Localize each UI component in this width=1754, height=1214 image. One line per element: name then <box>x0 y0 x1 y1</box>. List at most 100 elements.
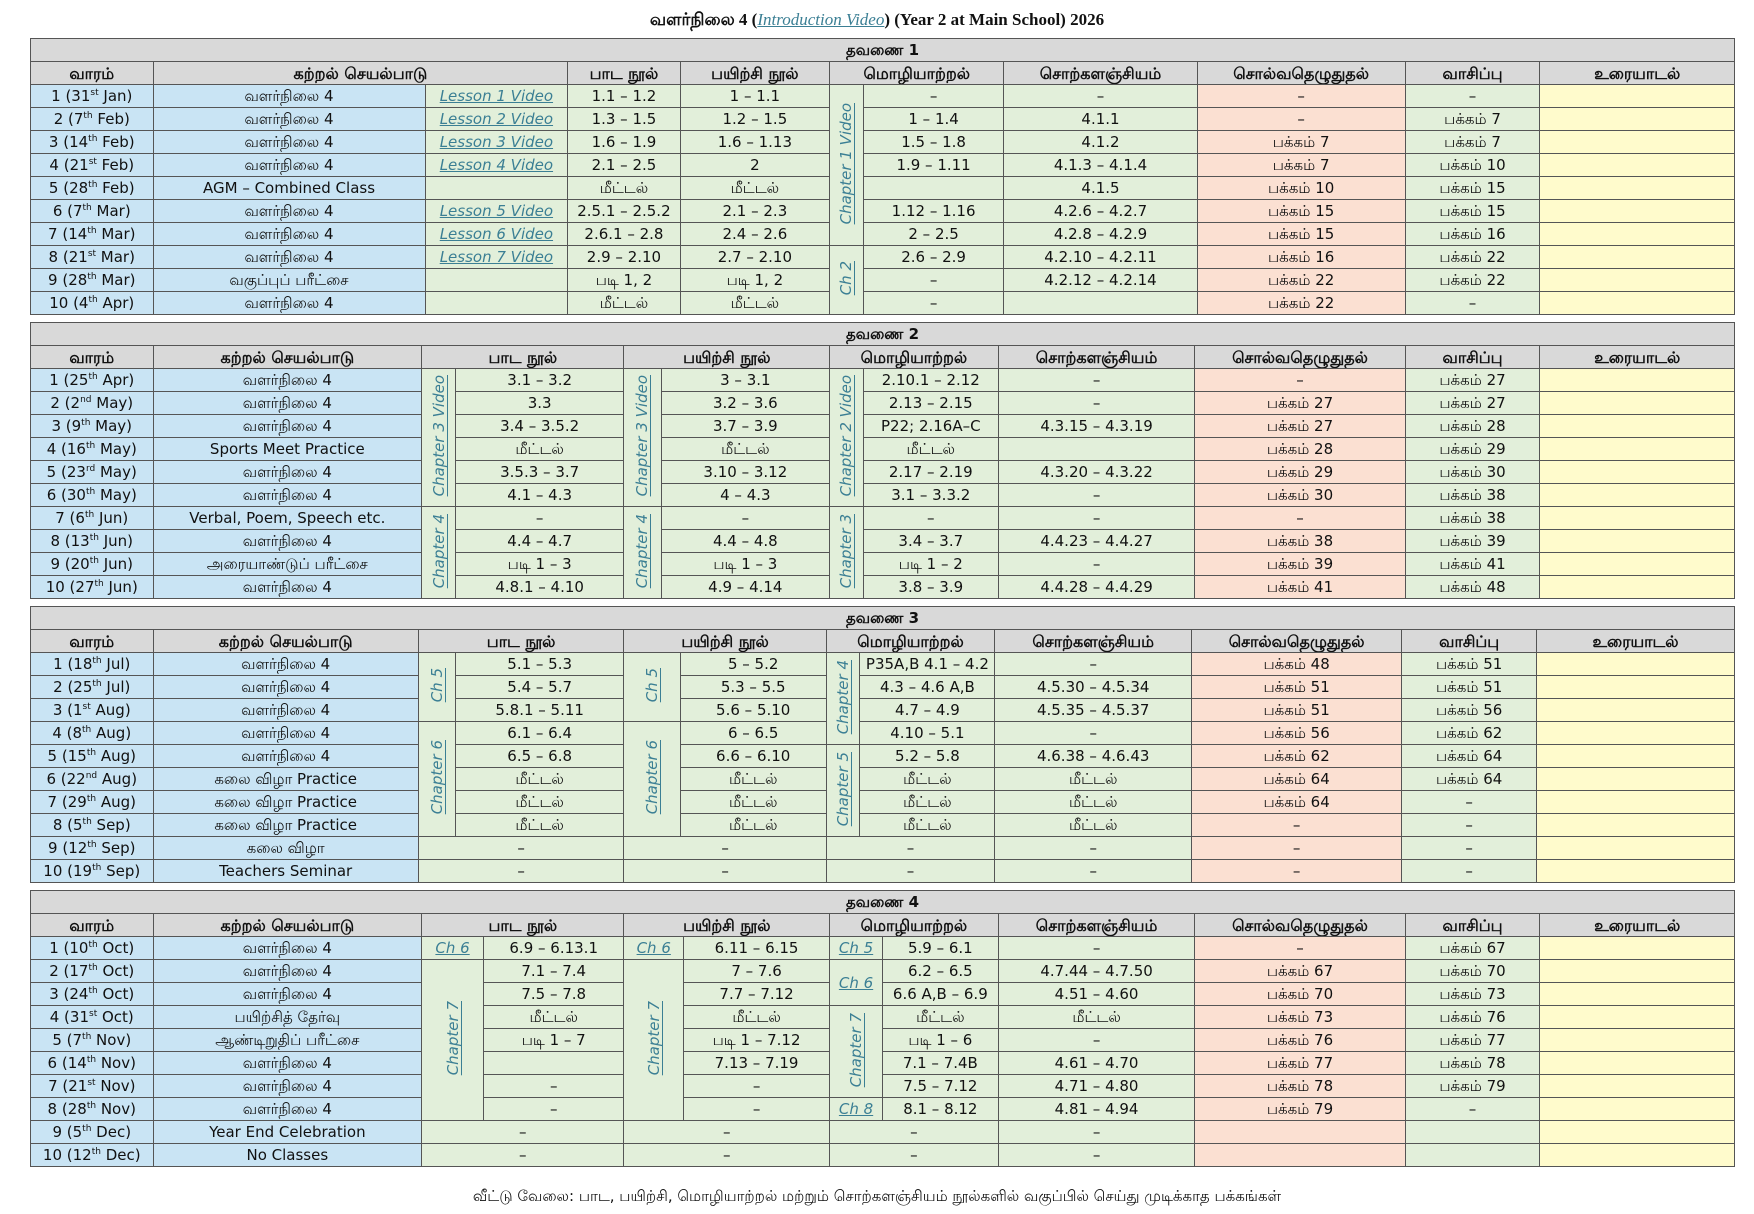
cell: 7 (6th Jun) <box>30 506 154 530</box>
cell: 9 (5th Dec) <box>30 1120 154 1144</box>
column-header: மொழியாற்றல் <box>825 629 996 653</box>
chapter-video-link[interactable]: Chapter 6 <box>427 740 446 815</box>
cell: 8 (28th Nov) <box>30 1097 154 1121</box>
cell <box>1404 1120 1541 1144</box>
lesson-video-link[interactable]: Lesson 4 Video <box>439 155 554 174</box>
cell: 4.2.6 – 4.2.7 <box>1003 199 1198 223</box>
chapter-video-link[interactable]: Ch 6 <box>838 973 874 992</box>
cell: 1.1 – 1.2 <box>567 84 681 108</box>
cell: வளர்நிலை 4 <box>152 153 426 177</box>
chapter-video-link[interactable]: Chapter 3 <box>837 513 856 589</box>
cell: மீட்டல் <box>859 790 996 814</box>
cell: மீட்டல் <box>997 1005 1196 1029</box>
cell: 10 (27th Jun) <box>30 575 154 599</box>
cell: வளர்நிலை 4 <box>152 936 423 960</box>
cell: 1.5 – 1.8 <box>862 130 1005 154</box>
cell: பக்கம் 56 <box>1401 698 1538 722</box>
cell: – <box>683 1074 831 1098</box>
cell: மீட்டல் <box>679 767 827 791</box>
cell: வளர்நிலை 4 <box>152 1051 423 1075</box>
chapter-video-link[interactable]: Chapter 1 Video <box>837 102 856 225</box>
chapter-cell: Chapter 4 <box>623 506 662 599</box>
chapter-video-link[interactable]: Chapter 7 <box>644 1001 663 1076</box>
chapter-cell: Chapter 4 <box>825 652 861 745</box>
cell: – <box>623 1120 831 1144</box>
header-row: வாரம் கற்றல் செயல்பாடு பாட நூல் பயிற்சி நூல… <box>30 629 1735 653</box>
column-header: சொற்களஞ்சியம் <box>997 913 1196 937</box>
lesson-video-link[interactable]: Lesson 6 Video <box>439 224 554 243</box>
cell: – <box>829 1120 999 1144</box>
cell: பக்கம் 48 <box>1191 652 1403 676</box>
lesson-video-link[interactable]: Lesson 3 Video <box>439 132 554 151</box>
lesson-video-cell <box>424 176 569 200</box>
cell: பக்கம் 64 <box>1191 767 1403 791</box>
cell: பக்கம் 67 <box>1194 959 1406 983</box>
title: வளர்நிலை 4 (Introduction Video) (Year 2 … <box>0 10 1754 32</box>
cell: 3 (24th Oct) <box>30 982 154 1006</box>
cell: 5 (28th Feb) <box>30 176 154 200</box>
cell: – <box>1194 368 1406 392</box>
column-header: சொற்களஞ்சியம் <box>994 629 1193 653</box>
cell: படி 1 – 7.12 <box>683 1028 831 1052</box>
cell: பக்கம் 76 <box>1194 1028 1406 1052</box>
chapter-video-link[interactable]: Ch 5 <box>643 668 662 703</box>
term-heading-row: தவணை 2 <box>30 322 1735 346</box>
cell: 7.5 – 7.12 <box>881 1074 999 1098</box>
cell: வளர்நிலை 4 <box>152 744 419 768</box>
term-heading-row: தவணை 1 <box>30 38 1735 62</box>
cell: 5.1 – 5.3 <box>454 652 625 676</box>
conversation-cell <box>1539 529 1735 553</box>
lesson-video-link[interactable]: Lesson 7 Video <box>439 247 554 266</box>
week-row: 5 (15th Aug) வளர்நிலை 4 6.5 – 6.8 6.6 – 6.1… <box>30 744 1735 837</box>
lesson-video-link[interactable]: Lesson 5 Video <box>439 201 554 220</box>
cell: கலை விழா Practice <box>152 813 419 837</box>
week-row: 9 (20th Jun) அரையாண்டுப் பரீட்சை படி 1 – 3… <box>30 552 1735 576</box>
cell: 6 (22nd Aug) <box>30 767 154 791</box>
lesson-video-link[interactable]: Lesson 1 Video <box>439 86 554 105</box>
cell: – <box>994 721 1193 745</box>
chapter-video-link[interactable]: Ch 8 <box>838 1100 874 1118</box>
cell: பக்கம் 10 <box>1404 153 1541 177</box>
chapter-video-link[interactable]: Ch 6 <box>636 939 671 957</box>
cell: மீட்டல் <box>679 291 831 315</box>
cell: 2 – 2.5 <box>862 222 1005 246</box>
chapter-video-link[interactable]: Chapter 4 <box>429 513 448 589</box>
lesson-video-cell <box>424 268 569 292</box>
conversation-cell <box>1536 721 1735 745</box>
lesson-video-cell: Lesson 7 Video <box>424 245 569 269</box>
cell: 3.8 – 3.9 <box>862 575 999 599</box>
chapter-video-link[interactable]: Chapter 2 Video <box>837 375 856 497</box>
chapter-video-link[interactable]: Chapter 7 <box>847 1012 866 1088</box>
chapter-video-link[interactable]: Chapter 4 <box>834 659 853 735</box>
conversation-cell <box>1539 982 1735 1006</box>
cell: படி 1 – 2 <box>862 552 999 576</box>
intro-video-link[interactable]: Introduction Video <box>757 10 885 29</box>
cell: 1 – 1.4 <box>862 107 1005 131</box>
cell: – <box>862 268 1005 292</box>
lesson-video-link[interactable]: Lesson 2 Video <box>439 109 554 128</box>
cell: பக்கம் 76 <box>1404 1005 1541 1029</box>
column-header: வாரம் <box>30 629 154 653</box>
cell <box>862 176 1005 200</box>
cell: 1.9 – 1.11 <box>862 153 1005 177</box>
cell: 6.6 – 6.10 <box>679 744 827 768</box>
chapter-video-link[interactable]: Ch 6 <box>435 939 470 957</box>
term-table: தவணை 1 வாரம் கற்றல் செயல்பாடு பாட நூல் பயிற்… <box>30 38 1735 315</box>
cell: பக்கம் 22 <box>1196 291 1406 315</box>
chapter-video-link[interactable]: Ch 2 <box>837 261 856 296</box>
chapter-video-link[interactable]: Chapter 4 <box>633 513 652 589</box>
chapter-video-link[interactable]: Chapter 7 <box>443 1001 462 1076</box>
chapter-cell: Ch 5 <box>417 652 456 722</box>
chapter-video-link[interactable]: Ch 5 <box>838 939 874 957</box>
chapter-video-link[interactable]: Chapter 3 Video <box>633 375 652 497</box>
cell: பக்கம் 16 <box>1404 222 1541 246</box>
cell: 5.3 – 5.5 <box>679 675 827 699</box>
cell: படி 1 – 6 <box>881 1028 999 1052</box>
chapter-video-link[interactable]: Chapter 5 <box>834 751 853 827</box>
chapter-video-link[interactable]: Chapter 6 <box>643 740 662 815</box>
chapter-video-link[interactable]: Ch 5 <box>427 668 446 703</box>
cell: 4.1.3 – 4.1.4 <box>1003 153 1198 177</box>
conversation-cell <box>1539 1097 1735 1121</box>
chapter-video-link[interactable]: Chapter 3 Video <box>429 375 448 497</box>
column-header: வாரம் <box>30 61 154 85</box>
